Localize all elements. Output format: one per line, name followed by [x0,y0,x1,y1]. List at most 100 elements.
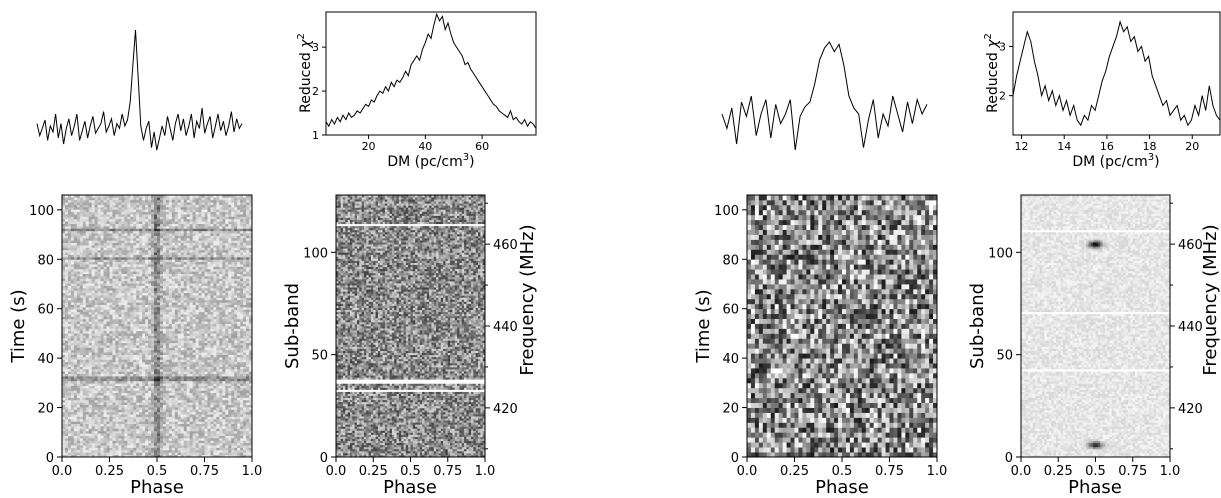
heatmap-cell [71,352,74,355]
heatmap-cell [184,331,187,334]
heatmap-cell [169,421,172,424]
heatmap-cell [124,338,127,341]
heatmap-cell [121,374,124,377]
heatmap-cell [237,393,240,396]
heatmap-cell [65,305,68,308]
heatmap-cell [187,412,190,415]
heatmap-cell [240,417,243,420]
heatmap-cell [157,383,160,386]
heatmap-cell [74,328,77,331]
heatmap-cell [178,369,181,372]
heatmap-cell [62,383,65,386]
heatmap-cell [246,359,249,362]
heatmap-cell [124,412,127,415]
heatmap-cell [207,357,210,360]
heatmap-cell [205,369,208,372]
heatmap-cell [154,328,157,331]
heatmap-cell [246,407,249,410]
heatmap-cell [65,393,68,396]
heatmap-cell [160,302,163,305]
heatmap-cell [166,352,169,355]
heatmap-cell [243,393,246,396]
heatmap-cell [121,333,124,336]
heatmap-cell [243,357,246,360]
heatmap-cell [207,407,210,410]
heatmap-cell [74,400,77,403]
heatmap-cell [207,328,210,331]
heatmap-cell [222,386,225,389]
heatmap-cell [181,378,184,381]
heatmap-cell [166,378,169,381]
heatmap-cell [207,312,210,315]
heatmap-cell [112,409,115,412]
heatmap-cell [112,333,115,336]
heatmap-cell [199,428,202,431]
heatmap-cell [133,390,136,393]
heatmap-cell [175,381,178,384]
heatmap-cell [169,295,172,298]
heatmap-cell [71,424,74,427]
heatmap-cell [190,402,193,405]
heatmap-cell [68,438,71,441]
heatmap-cell [243,324,246,327]
heatmap-cell [213,438,216,441]
heatmap-cell [98,352,101,355]
heatmap-cell [169,305,172,308]
heatmap-cell [89,347,92,350]
heatmap-cell [157,316,160,319]
heatmap-cell [175,402,178,405]
heatmap-cell [160,366,163,369]
heatmap-cell [234,428,237,431]
heatmap-cell [219,359,222,362]
heatmap-cell [148,436,151,439]
heatmap-cell [107,326,110,329]
heatmap-cell [213,343,216,346]
heatmap-cell [104,359,107,362]
heatmap-cell [222,307,225,310]
heatmap-cell [202,400,205,403]
heatmap-cell [213,345,216,348]
heatmap-cell [124,409,127,412]
heatmap-cell [240,414,243,417]
heatmap-cell [107,307,110,310]
heatmap-cell [234,388,237,391]
heatmap-cell [127,343,130,346]
heatmap-cell [240,369,243,372]
heatmap-cell [157,405,160,408]
heatmap-cell [187,331,190,334]
heatmap-cell [130,395,133,398]
heatmap-cell [231,345,234,348]
heatmap-cell [231,400,234,403]
heatmap-cell [121,409,124,412]
heatmap-cell [118,407,121,410]
heatmap-cell [130,409,133,412]
heatmap-cell [207,362,210,365]
heatmap-cell [112,414,115,417]
heatmap-cell [178,352,181,355]
heatmap-cell [136,400,139,403]
heatmap-cell [124,383,127,386]
heatmap-cell [225,312,228,315]
heatmap-cell [133,331,136,334]
heatmap-cell [213,440,216,443]
heatmap-cell [71,345,74,348]
heatmap-cell [110,324,113,327]
heatmap-cell [243,421,246,424]
heatmap-cell [205,383,208,386]
heatmap-cell [142,388,145,391]
heatmap-cell [104,295,107,298]
heatmap-cell [169,364,172,367]
heatmap-cell [231,417,234,420]
heatmap-cell [133,433,136,436]
heatmap-cell [118,357,121,360]
heatmap-cell [228,436,231,439]
heatmap-cell [237,381,240,384]
heatmap-cell [151,412,154,415]
heatmap-cell [190,338,193,341]
heatmap-cell [202,319,205,322]
heatmap-cell [193,362,196,365]
heatmap-cell [148,364,151,367]
heatmap-cell [163,400,166,403]
heatmap-cell [175,302,178,305]
heatmap-cell [205,436,208,439]
